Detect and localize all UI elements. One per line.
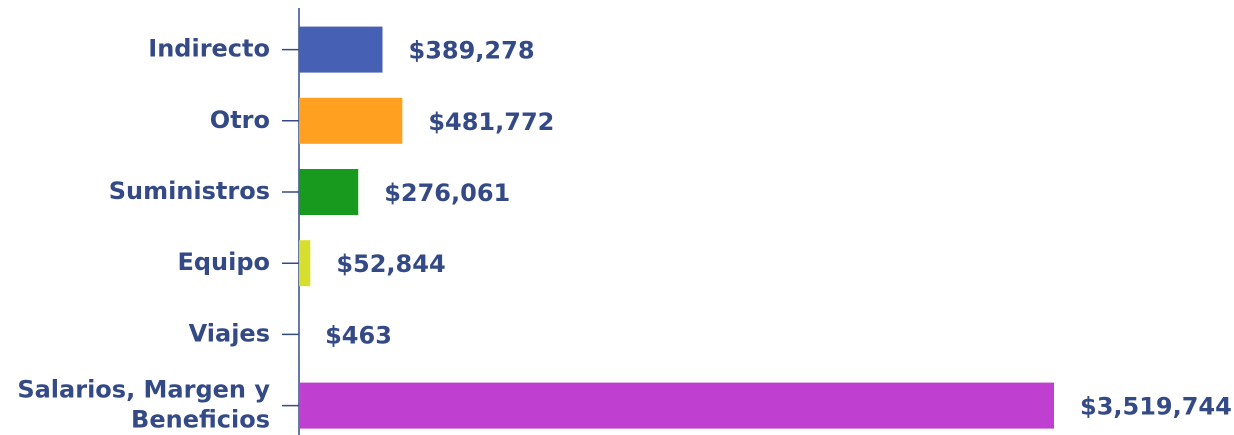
y-tick-label: Suministros xyxy=(109,177,270,205)
bar xyxy=(299,26,383,73)
label-line: Salarios, Margen y xyxy=(17,376,270,404)
bar xyxy=(299,240,311,287)
y-tick-label: Equipo xyxy=(177,248,270,276)
y-tick-label: Otro xyxy=(210,106,270,134)
y-tick-label: Salarios, Margen y Beneficios xyxy=(17,376,270,434)
bar xyxy=(299,169,359,215)
data-label: $463 xyxy=(325,321,392,349)
bar xyxy=(299,97,403,144)
data-label: $276,061 xyxy=(384,179,510,207)
data-label: $3,519,744 xyxy=(1080,393,1232,421)
y-tick-label: Indirecto xyxy=(148,35,270,63)
bar xyxy=(299,382,1054,429)
y-tick-label: Viajes xyxy=(189,319,270,347)
data-label: $389,278 xyxy=(409,37,535,65)
label-line: Beneficios xyxy=(131,406,270,434)
data-label: $52,844 xyxy=(336,250,445,278)
data-label: $481,772 xyxy=(428,108,554,136)
